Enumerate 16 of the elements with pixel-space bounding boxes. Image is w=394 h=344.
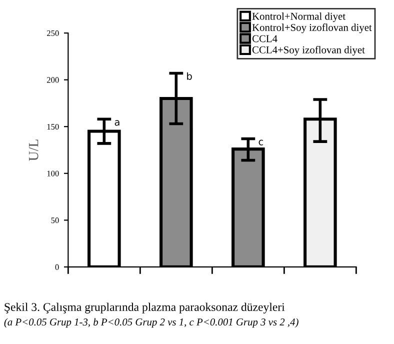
legend-label: CCL4 [252,35,278,42]
data-label: a [114,120,120,126]
y-tick-label: 0 [55,264,59,270]
legend-label: Kontrol+Soy izoflovan diyet [252,24,372,34]
text: Şekil 3. Çalışma gruplarında plazma paraoksonaz düzeyleri [4,302,285,314]
y-tick-label: 250 [47,30,59,36]
legend-label: Kontrol+Normal diyet [252,12,346,22]
legend-label: CCL4+Soy izoflovan diyet [252,46,365,56]
data-label: c [258,140,263,146]
y-tick-label: 50 [51,218,59,224]
y-tick-label: 200 [47,77,59,83]
text: (a P<0.05 Grup 1-3, b P<0.05 Grup 2 vs 1, c P<0.001 Grup 3 vs 2 ,4) [4,318,298,328]
data-label: b [187,72,192,80]
y-tick-label: 150 [47,124,59,130]
y-axis-title: U/L [28,140,38,161]
y-tick-label: 100 [47,170,59,176]
